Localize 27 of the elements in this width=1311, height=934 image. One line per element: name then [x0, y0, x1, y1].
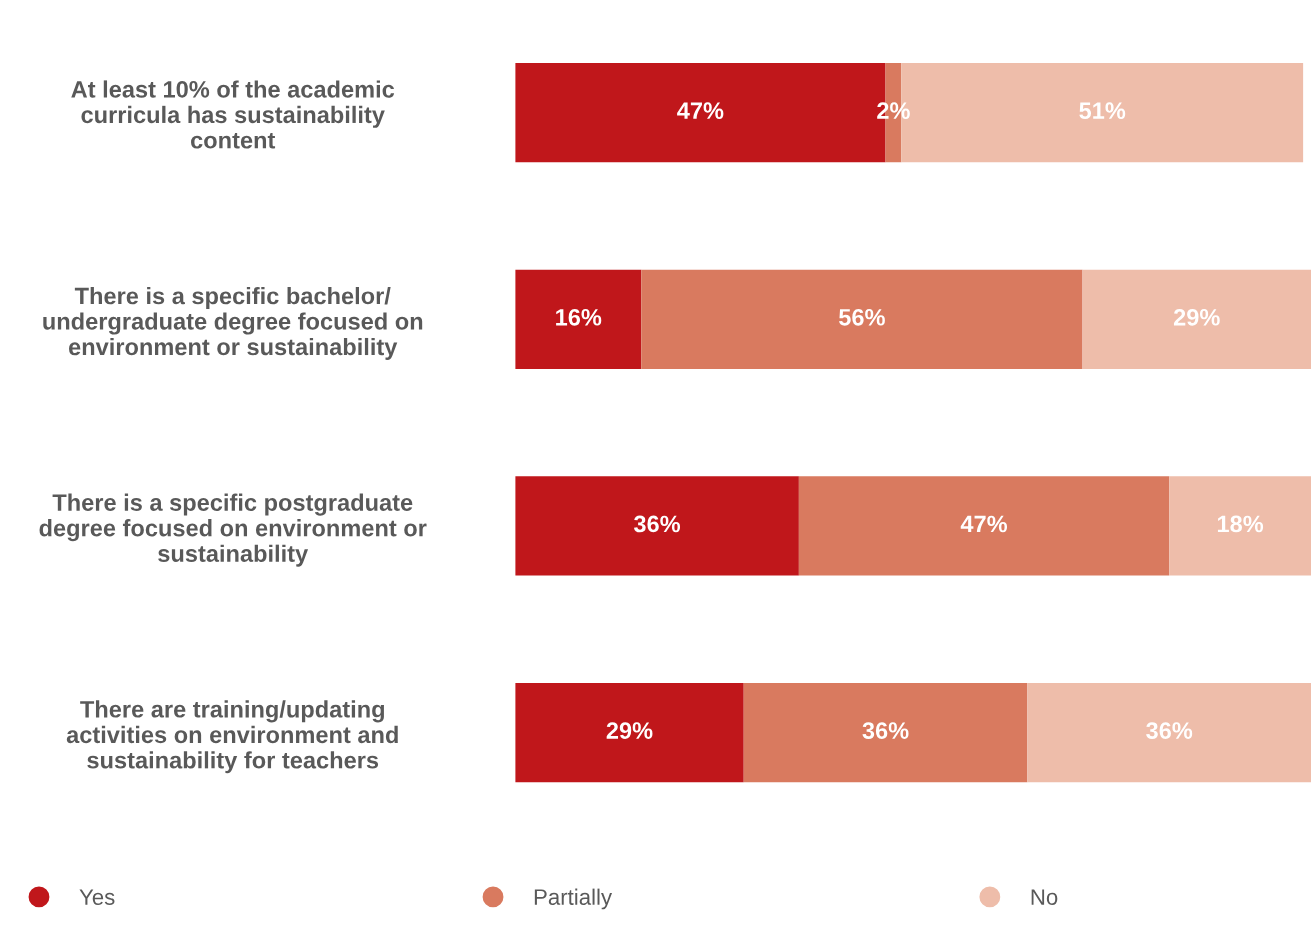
- data-label: 51%: [1079, 102, 1126, 119]
- bar: [1027, 683, 1311, 783]
- y-tick-label: There is a specific bachelor/ undergraduate degree focused on environment or sustainability: [43, 286, 423, 360]
- data-label: 47%: [960, 515, 1008, 533]
- bar: [515, 683, 744, 783]
- data-label: 18%: [1217, 515, 1264, 533]
- data-label: 29%: [606, 722, 653, 739]
- legend-label: No: [1031, 889, 1058, 905]
- y-tick-label: At least 10% of the academic curricula has sustainability content: [71, 80, 395, 149]
- data-label: 36%: [1146, 722, 1193, 739]
- data-label: 56%: [839, 308, 885, 326]
- data-label: 47%: [677, 102, 724, 119]
- bar: [1169, 476, 1311, 576]
- y-tick-label: There are training/updating activities on environment and sustainability for teachers: [66, 700, 398, 774]
- bar: [1082, 269, 1311, 369]
- data-label: 36%: [633, 515, 681, 533]
- legend-label: Yes: [79, 889, 115, 905]
- data-label: 29%: [1173, 308, 1220, 326]
- bar: [743, 683, 1028, 783]
- data-label: 36%: [862, 722, 909, 739]
- y-tick-label: There is a specific postgraduate degree focused on environment or sustainability: [39, 493, 427, 567]
- legend-label: Partially: [534, 888, 613, 910]
- bar: [798, 476, 1170, 576]
- data-label: 16%: [556, 308, 602, 326]
- bar: [515, 476, 799, 576]
- bar: [515, 269, 642, 369]
- bar: [641, 269, 1083, 369]
